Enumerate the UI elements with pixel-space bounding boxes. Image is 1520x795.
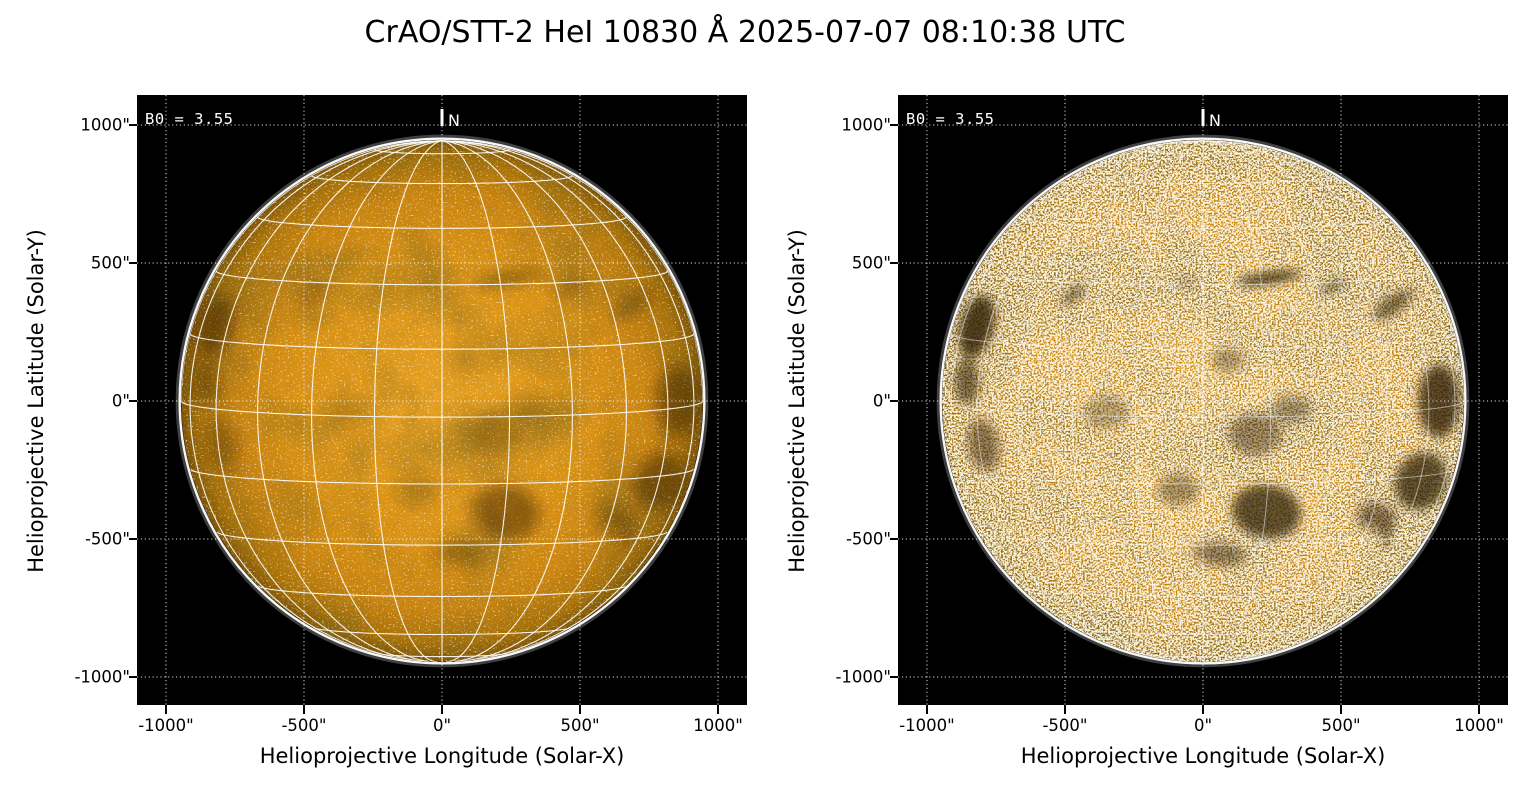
ytick-mark (890, 262, 898, 264)
xtick-label: 1000" (693, 716, 743, 735)
ytick-label: -1000" (74, 667, 130, 687)
xtick-mark (926, 705, 928, 714)
north-marker: N (1201, 109, 1221, 130)
xaxis-label-right: Helioprojective Longitude (Solar-X) (1020, 744, 1386, 768)
xtick-mark (1202, 705, 1204, 714)
ytick-label: -500" (84, 529, 130, 549)
xaxis-label-left: Helioprojective Longitude (Solar-X) (259, 744, 625, 768)
xtick-label: 500" (560, 716, 600, 735)
solar-disk-image-enhanced: N B0 = 3.55 (898, 95, 1508, 705)
ytick-mark (129, 676, 137, 678)
ytick-label: 0" (111, 391, 130, 411)
xtick-label: -500" (281, 716, 327, 735)
xtick-label: -1000" (899, 716, 955, 735)
solar-panel-enhanced: N B0 = 3.55 (898, 95, 1508, 705)
b0-annotation: B0 = 3.55 (906, 110, 995, 128)
heliographic-grid (181, 140, 703, 662)
ytick-label: 500" (851, 253, 891, 273)
xtick-label: 0" (432, 716, 452, 735)
xtick-label: -1000" (138, 716, 194, 735)
xtick-label: -500" (1042, 716, 1088, 735)
b0-annotation: B0 = 3.55 (145, 110, 234, 128)
xtick-mark (1064, 705, 1066, 714)
ytick-mark (890, 124, 898, 126)
xtick-mark (303, 705, 305, 714)
ytick-label: 1000" (841, 115, 891, 135)
ytick-mark (129, 538, 137, 540)
ytick-mark (129, 124, 137, 126)
ytick-mark (890, 538, 898, 540)
solar-disk-image-plain: N B0 = 3.55 (137, 95, 747, 705)
xtick-mark (1340, 705, 1342, 714)
xtick-mark (1478, 705, 1480, 714)
ytick-label: 1000" (80, 115, 130, 135)
xtick-mark (441, 705, 443, 714)
north-marker: N (440, 109, 460, 130)
solar-disk (181, 140, 703, 662)
xtick-mark (165, 705, 167, 714)
north-label: N (1209, 111, 1221, 130)
ytick-mark (890, 400, 898, 402)
xtick-mark (717, 705, 719, 714)
yaxis-label-right: Helioprojective Latitude (Solar-Y) (785, 229, 809, 573)
ytick-label: -500" (845, 529, 891, 549)
ytick-label: -1000" (835, 667, 891, 687)
solar-panel-plain: N B0 = 3.55 (137, 95, 747, 705)
ytick-mark (890, 676, 898, 678)
ytick-mark (129, 400, 137, 402)
xtick-mark (579, 705, 581, 714)
ytick-mark (129, 262, 137, 264)
yaxis-label-left: Helioprojective Latitude (Solar-Y) (24, 229, 48, 573)
xtick-label: 0" (1193, 716, 1213, 735)
helioprojective-gridlines (137, 95, 747, 705)
figure-title: CrAO/STT-2 HeI 10830 Å 2025-07-07 08:10:… (364, 15, 1126, 50)
ytick-label: 0" (872, 391, 891, 411)
xtick-label: 1000" (1454, 716, 1504, 735)
ytick-label: 500" (90, 253, 130, 273)
north-label: N (448, 111, 460, 130)
xtick-label: 500" (1321, 716, 1361, 735)
